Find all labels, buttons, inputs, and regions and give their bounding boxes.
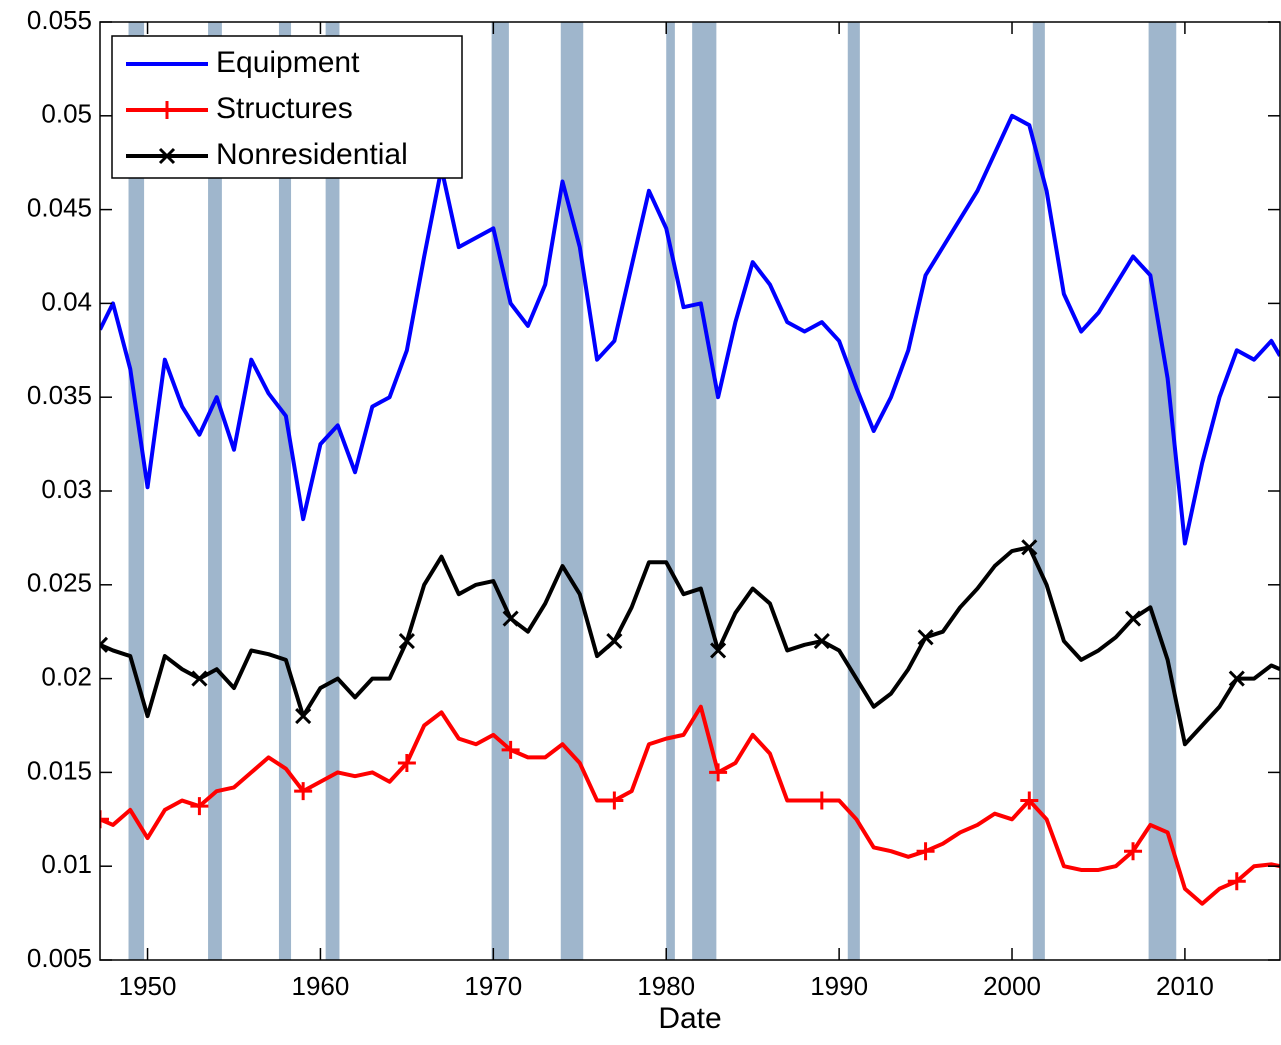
series-marker xyxy=(1227,872,1246,891)
x-axis-label: Date xyxy=(658,1002,721,1035)
legend-marker xyxy=(158,147,176,165)
recession-band xyxy=(208,22,222,960)
legend-label: Nonresidential xyxy=(216,138,408,171)
series-marker xyxy=(501,740,520,759)
y-tick-label: 0.025 xyxy=(27,568,92,598)
recession-band xyxy=(491,22,509,960)
recession-band xyxy=(692,22,717,960)
series-marker xyxy=(294,782,313,801)
series-marker xyxy=(812,791,831,810)
series-marker xyxy=(1124,842,1143,861)
series-marker xyxy=(1021,539,1038,556)
x-tick-label: 2000 xyxy=(983,971,1041,1001)
legend-label: Structures xyxy=(216,92,353,125)
y-tick-label: 0.005 xyxy=(27,943,92,973)
series-marker xyxy=(709,763,728,782)
series-marker xyxy=(710,642,727,659)
recession-band xyxy=(560,22,584,960)
series-marker xyxy=(605,791,624,810)
series-marker xyxy=(397,754,416,773)
y-tick-label: 0.01 xyxy=(41,849,92,879)
y-tick-label: 0.015 xyxy=(27,755,92,785)
x-tick-label: 1950 xyxy=(119,971,177,1001)
series-marker xyxy=(295,708,312,725)
series-marker xyxy=(398,633,415,650)
series-line xyxy=(100,113,1280,546)
series-line xyxy=(100,704,1280,906)
recession-band xyxy=(666,22,675,960)
series-marker xyxy=(1228,670,1245,687)
legend: Equipment Structures Nonresidential xyxy=(111,35,463,179)
series-marker xyxy=(191,670,208,687)
x-tick-label: 2010 xyxy=(1156,971,1214,1001)
x-tick-label: 1980 xyxy=(637,971,695,1001)
series-line xyxy=(100,545,1280,747)
recession-band xyxy=(325,22,340,960)
y-tick-label: 0.02 xyxy=(41,661,92,691)
series-marker xyxy=(917,629,934,646)
series-marker xyxy=(190,797,209,816)
x-tick-label: 1960 xyxy=(292,971,350,1001)
series-marker xyxy=(606,633,623,650)
series-marker xyxy=(100,636,109,653)
y-tick-label: 0.03 xyxy=(41,474,92,504)
plot-area xyxy=(100,22,1280,960)
recession-band xyxy=(128,22,145,960)
recession-band xyxy=(278,22,292,960)
series-marker xyxy=(1020,791,1039,810)
series-marker xyxy=(502,610,519,627)
y-tick-label: 0.045 xyxy=(27,192,92,222)
y-tick-label: 0.035 xyxy=(27,380,92,410)
series-marker xyxy=(916,842,935,861)
x-tick-label: 1970 xyxy=(464,971,522,1001)
legend-label: Equipment xyxy=(216,46,360,79)
recession-band xyxy=(1148,22,1177,960)
series-marker xyxy=(100,810,109,829)
series-marker xyxy=(813,633,830,650)
recession-band xyxy=(1032,22,1045,960)
x-tick-label: 1990 xyxy=(810,971,868,1001)
legend-marker xyxy=(158,101,176,119)
y-tick-label: 0.05 xyxy=(41,99,92,129)
y-tick-label: 0.055 xyxy=(27,5,92,35)
y-tick-label: 0.04 xyxy=(41,286,92,316)
recession-band xyxy=(847,22,860,960)
series-marker xyxy=(1124,610,1142,627)
